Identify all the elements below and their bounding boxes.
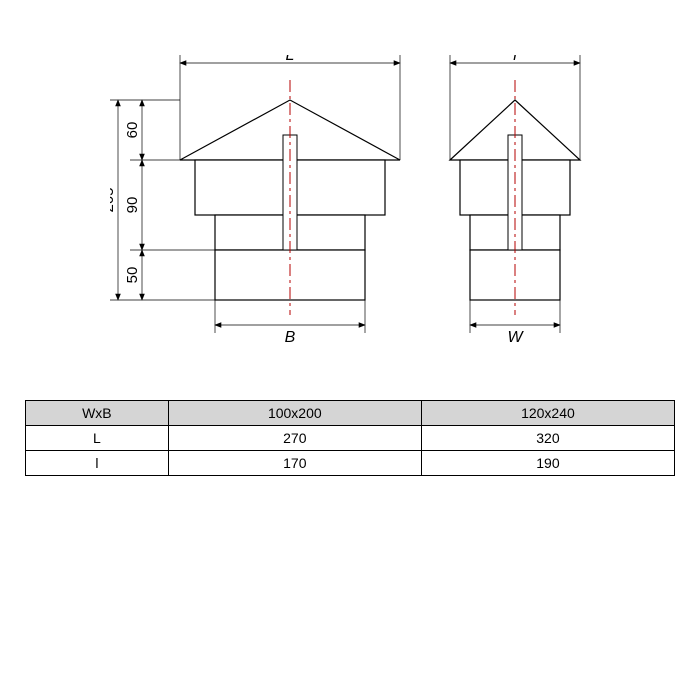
dim-60: 60 [124,122,141,139]
cell: 190 [421,451,674,476]
cell: 270 [168,426,421,451]
dim-label-W: W [507,329,524,346]
table-row: l 170 190 [26,451,675,476]
dim-50: 50 [124,267,141,284]
cell: 320 [421,426,674,451]
table-row: L 270 320 [26,426,675,451]
col-header: 120x240 [421,401,674,426]
col-header: WxB [26,401,169,426]
dimensions-table: WxB 100x200 120x240 L 270 320 l 170 190 [25,400,675,476]
col-header: 100x200 [168,401,421,426]
row-label: L [26,426,169,451]
technical-drawing: L l B W 205 60 90 50 [110,55,590,365]
dim-90: 90 [124,197,141,214]
row-label: l [26,451,169,476]
dim-205: 205 [110,187,117,212]
dim-label-B: B [285,329,296,346]
cell: 170 [168,451,421,476]
dim-label-L: L [286,55,295,64]
dim-label-l: l [513,55,517,64]
table-header-row: WxB 100x200 120x240 [26,401,675,426]
